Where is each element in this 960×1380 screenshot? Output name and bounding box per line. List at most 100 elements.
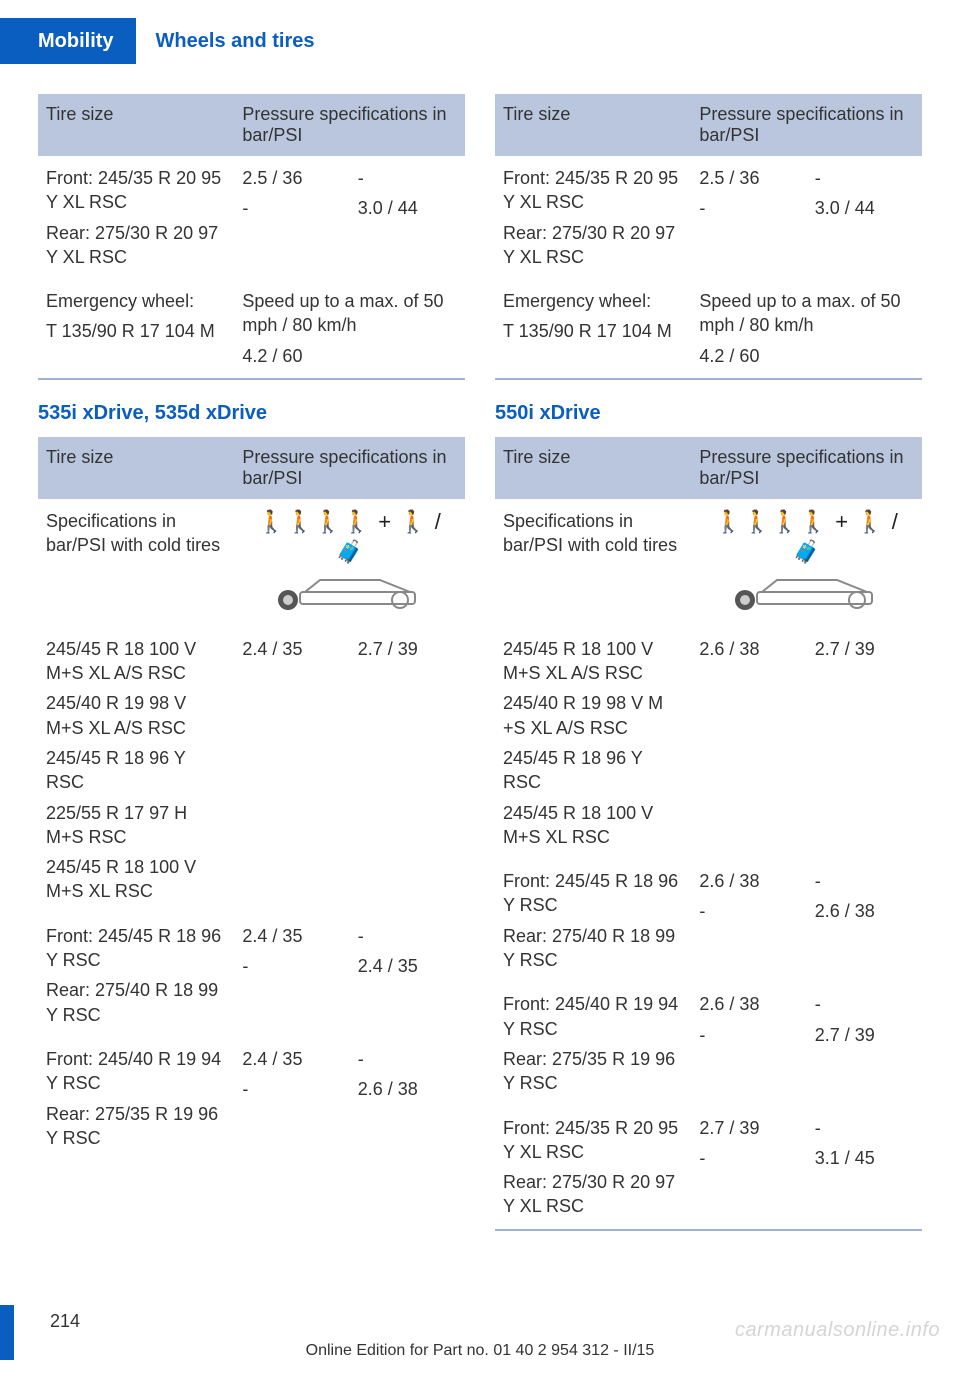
car-icon (727, 572, 887, 612)
pressure-value: - (358, 924, 457, 948)
pressure-cell: - 2.7 / 39 (807, 982, 922, 1105)
tire-cell: Front: 245/40 R 19 94 Y RSC Rear: 275/35… (38, 1037, 234, 1160)
tire-cell: 245/45 R 18 100 V M+S XL A/S RSC 245/40 … (495, 627, 691, 859)
pressure-value: - (242, 954, 341, 978)
pressure-cell: Speed up to a max. of 50 mph / 80 km/h 4… (691, 279, 922, 379)
pressure-value: 3.1 / 45 (815, 1146, 914, 1170)
tire-text: Rear: 275/40 R 18 99 Y RSC (46, 978, 226, 1027)
pressure-cell: - 3.0 / 44 (350, 156, 465, 279)
pressure-value: - (699, 1146, 798, 1170)
pressure-cell: 2.6 / 38 - (691, 982, 806, 1105)
pressure-cell: - 2.4 / 35 (350, 914, 465, 1037)
tire-text: Rear: 275/30 R 20 97 Y XL RSC (46, 221, 226, 270)
pressure-cell: 2.7 / 39 - (691, 1106, 806, 1230)
tire-text: 245/40 R 19 98 V M +S XL A/S RSC (503, 691, 683, 740)
pressure-cell: - 2.6 / 38 (350, 1037, 465, 1160)
pressure-value: 3.0 / 44 (358, 196, 457, 220)
page-number: 214 (50, 1311, 80, 1332)
pressure-value: - (358, 1047, 457, 1071)
pressure-cell: 2.4 / 35 - (234, 1037, 349, 1160)
page-header: Mobility Wheels and tires (0, 18, 960, 64)
pressure-value: 2.6 / 38 (699, 869, 798, 893)
tire-text: T 135/90 R 17 104 M (46, 319, 226, 343)
footer-text: Online Edition for Part no. 01 40 2 954 … (0, 1342, 960, 1360)
header-secondary: Wheels and tires (136, 18, 315, 64)
pressure-value: 2.7 / 39 (815, 1023, 914, 1047)
tire-text: 245/45 R 18 100 V M+S XL RSC (46, 855, 226, 904)
pressure-value: 2.6 / 38 (358, 1077, 457, 1101)
tire-text: Emergency wheel: (503, 289, 683, 313)
page-footer: 214 Online Edition for Part no. 01 40 2 … (0, 1342, 960, 1360)
th-pressure: Pressure specifications in bar/PSI (691, 94, 922, 156)
tire-text: Front: 245/35 R 20 95 Y XL RSC (503, 1116, 683, 1165)
speed-note: Speed up to a max. of 50 mph / 80 km/h (699, 289, 914, 338)
right-column: Tire size Pressure specifications in bar… (495, 94, 922, 1231)
table-mid-left: Tire size Pressure specifications in bar… (38, 437, 465, 1160)
pressure-value: 2.4 / 35 (242, 924, 341, 948)
pressure-value: - (815, 869, 914, 893)
tire-text: 245/45 R 18 100 V M+S XL A/S RSC (46, 637, 226, 686)
tire-text: 245/45 R 18 100 V M+S XL RSC (503, 801, 683, 850)
pressure-value: 2.4 / 35 (358, 954, 457, 978)
th-tire-size: Tire size (38, 94, 234, 156)
passengers-icon: 🚶🚶🚶🚶 + 🚶 / 🧳 (242, 507, 457, 566)
tire-cell: Emergency wheel: T 135/90 R 17 104 M (38, 279, 234, 379)
tire-text: Rear: 275/30 R 20 97 Y XL RSC (503, 1170, 683, 1219)
th-tire-size: Tire size (38, 437, 234, 499)
tire-text: Front: 245/45 R 18 96 Y RSC (503, 869, 683, 918)
table-mid-right: Tire size Pressure specifications in bar… (495, 437, 922, 1231)
tire-text: Emergency wheel: (46, 289, 226, 313)
tire-text: Rear: 275/35 R 19 96 Y RSC (46, 1102, 226, 1151)
pressure-cell: 2.5 / 36 - (234, 156, 349, 279)
pressure-cell: 2.4 / 35 - (234, 914, 349, 1037)
tire-text: Front: 245/40 R 19 94 Y RSC (503, 992, 683, 1041)
spec-label: Specifications in bar/PSI with cold tire… (38, 499, 234, 627)
pressure-value: 2.7 / 39 (350, 627, 465, 914)
pressure-value: - (242, 196, 341, 220)
pressure-value: - (815, 992, 914, 1016)
pressure-cell: - 2.6 / 38 (807, 859, 922, 982)
footer-blue-bar (0, 1305, 14, 1360)
watermark: carmanualsonline.info (735, 1319, 940, 1342)
tire-cell: Front: 245/45 R 18 96 Y RSC Rear: 275/40… (495, 859, 691, 982)
tire-text: 245/40 R 19 98 V M+S XL A/S RSC (46, 691, 226, 740)
speed-note: Speed up to a max. of 50 mph / 80 km/h (242, 289, 457, 338)
tire-cell: Front: 245/40 R 19 94 Y RSC Rear: 275/35… (495, 982, 691, 1105)
th-pressure: Pressure specifications in bar/PSI (234, 94, 465, 156)
tire-cell: 245/45 R 18 100 V M+S XL A/S RSC 245/40 … (38, 627, 234, 914)
pressure-cell: Speed up to a max. of 50 mph / 80 km/h 4… (234, 279, 465, 379)
pressure-value: - (699, 196, 798, 220)
tire-text: Front: 245/35 R 20 95 Y XL RSC (503, 166, 683, 215)
tire-cell: Front: 245/35 R 20 95 Y XL RSC Rear: 275… (495, 1106, 691, 1230)
load-icon-cell: 🚶🚶🚶🚶 + 🚶 / 🧳 (234, 499, 465, 627)
load-icon-cell: 🚶🚶🚶🚶 + 🚶 / 🧳 (691, 499, 922, 627)
tire-text: 245/45 R 18 100 V M+S XL A/S RSC (503, 637, 683, 686)
tire-text: Rear: 275/40 R 18 99 Y RSC (503, 924, 683, 973)
header-primary: Mobility (0, 18, 136, 64)
pressure-value: 2.7 / 39 (699, 1116, 798, 1140)
pressure-value: 4.2 / 60 (699, 344, 914, 368)
th-pressure: Pressure specifications in bar/PSI (691, 437, 922, 499)
table-top-right: Tire size Pressure specifications in bar… (495, 94, 922, 380)
pressure-value: - (815, 166, 914, 190)
tire-text: 225/55 R 17 97 H M+S RSC (46, 801, 226, 850)
pressure-value: 2.6 / 38 (699, 992, 798, 1016)
tire-text: Front: 245/45 R 18 96 Y RSC (46, 924, 226, 973)
left-column: Tire size Pressure specifications in bar… (38, 94, 465, 1231)
pressure-value: - (358, 166, 457, 190)
tire-text: 245/45 R 18 96 Y RSC (46, 746, 226, 795)
content-columns: Tire size Pressure specifications in bar… (0, 64, 960, 1231)
tire-text: 245/45 R 18 96 Y RSC (503, 746, 683, 795)
tire-text: Front: 245/40 R 19 94 Y RSC (46, 1047, 226, 1096)
th-tire-size: Tire size (495, 437, 691, 499)
pressure-cell: - 3.1 / 45 (807, 1106, 922, 1230)
pressure-value: 2.5 / 36 (699, 166, 798, 190)
pressure-value: - (815, 1116, 914, 1140)
pressure-value: 2.4 / 35 (234, 627, 349, 914)
section-title-535: 535i xDrive, 535d xDrive (38, 402, 465, 425)
pressure-cell: 2.5 / 36 - (691, 156, 806, 279)
pressure-value: 2.4 / 35 (242, 1047, 341, 1071)
section-title-550: 550i xDrive (495, 402, 922, 425)
tire-text: Rear: 275/30 R 20 97 Y XL RSC (503, 221, 683, 270)
tire-cell: Emergency wheel: T 135/90 R 17 104 M (495, 279, 691, 379)
